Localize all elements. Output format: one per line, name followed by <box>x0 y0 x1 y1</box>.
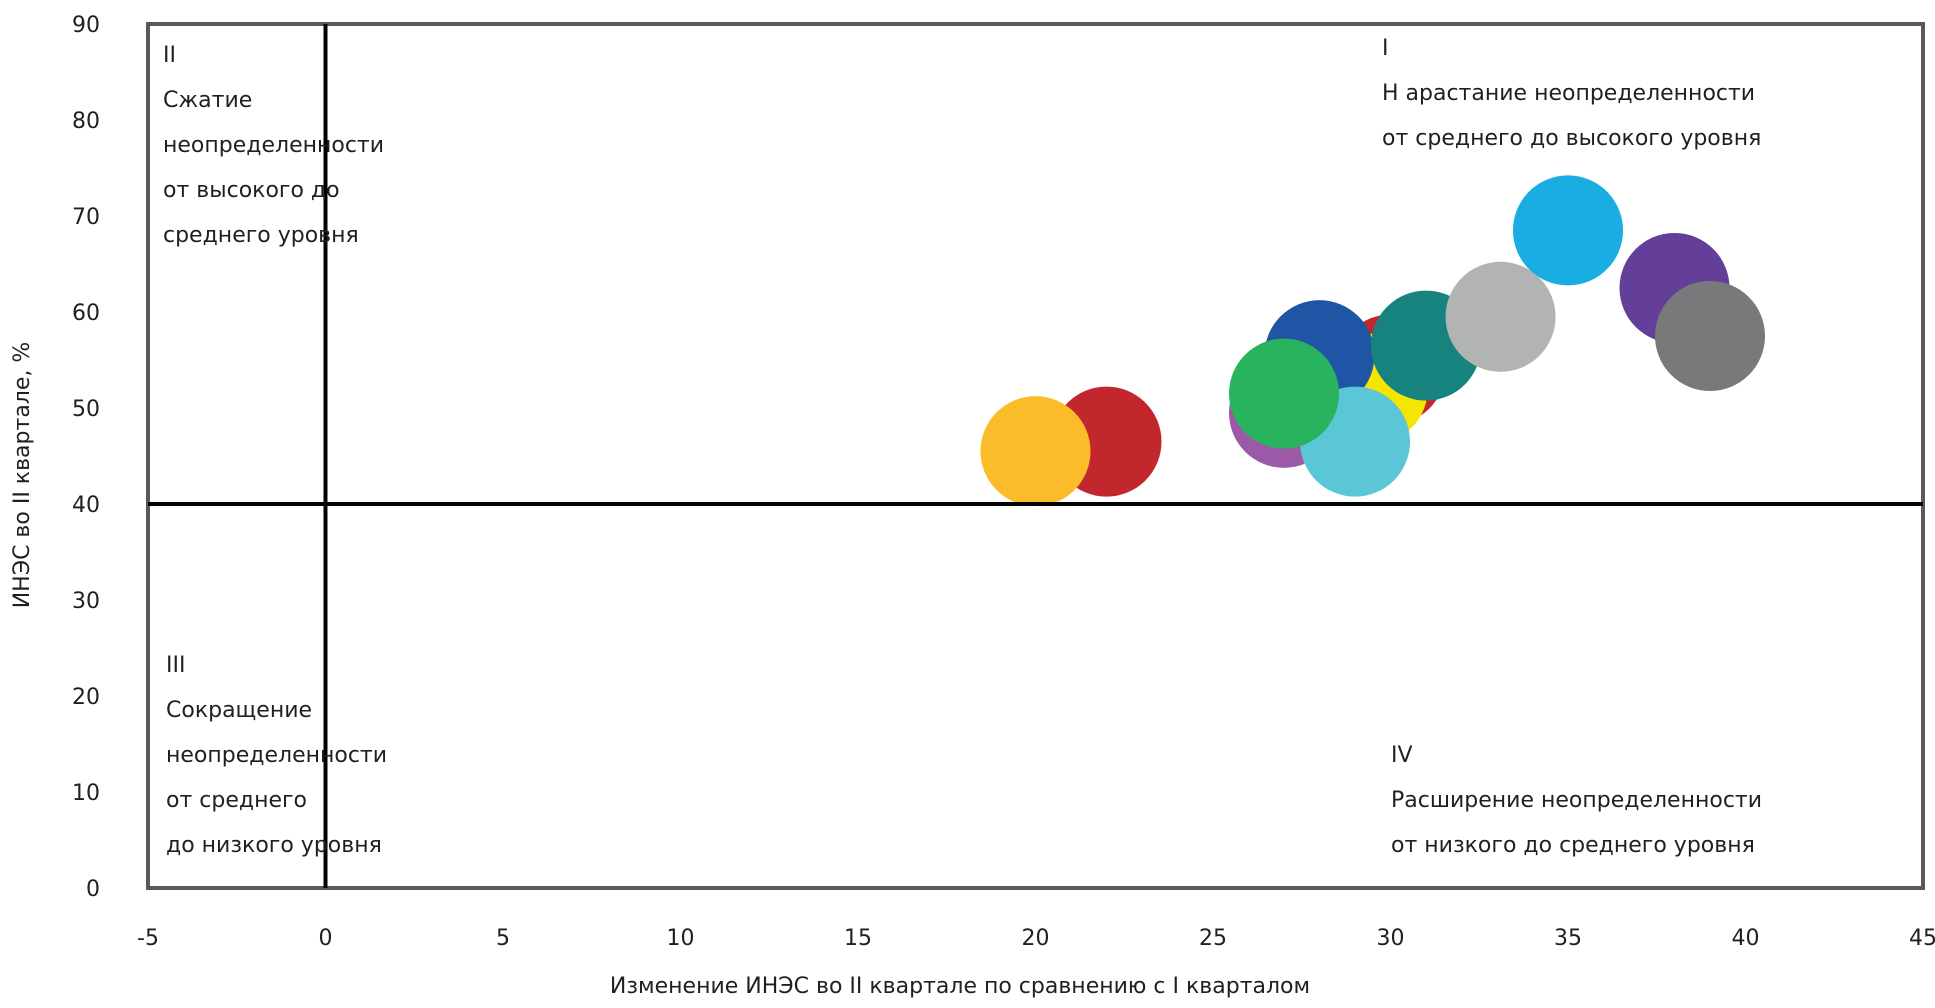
y-tick-label: 60 <box>72 301 100 326</box>
x-tick-label: 35 <box>1554 926 1582 951</box>
x-tick-label: 15 <box>844 926 872 951</box>
y-tick-label: 90 <box>72 13 100 38</box>
quadrant-text-line: Сокращение <box>166 698 312 723</box>
data-point-13 <box>1654 280 1766 392</box>
quadrant-text-line: от среднего <box>166 788 307 813</box>
x-tick-label: 10 <box>667 926 695 951</box>
quadrant-text-line: неопределенности <box>166 743 387 768</box>
quadrant-text-line: неопределенности <box>163 133 384 158</box>
data-point-11 <box>1512 175 1624 286</box>
y-tick-label: 80 <box>72 109 100 134</box>
quadrant-text-line: Сжатие <box>163 88 252 113</box>
y-tick-label: 10 <box>72 781 100 806</box>
x-tick-label: 30 <box>1377 926 1405 951</box>
quadrant-text-line: от высокого до <box>163 178 340 203</box>
x-axis-tick-labels: -5 0 5 10 15 20 25 30 35 40 45 <box>137 926 1935 951</box>
x-tick-label: -5 <box>137 926 159 951</box>
x-tick-label: 20 <box>1022 926 1050 951</box>
quadrant-text-line: II <box>163 43 176 68</box>
quadrant-text-line: от низкого до среднего уровня <box>1391 833 1755 858</box>
quadrant-1-annotation: I Н арастание неопределенности от среднего… <box>1382 36 1761 151</box>
quadrant-text-line: IV <box>1391 743 1413 768</box>
quadrant-text-line: среднего уровня <box>163 223 359 248</box>
quadrant-text-line: от среднего до высокого уровня <box>1382 126 1761 151</box>
y-tick-label: 50 <box>72 397 100 422</box>
x-tick-label: 40 <box>1732 926 1760 951</box>
data-point-2 <box>980 396 1091 507</box>
quadrant-4-annotation: IV Расширение неопределенности от низкого … <box>1391 743 1762 858</box>
x-tick-label: 5 <box>496 926 510 951</box>
y-tick-label: 70 <box>72 205 100 230</box>
y-axis-tick-labels: 0 10 20 30 40 50 60 70 80 90 <box>72 13 100 902</box>
y-tick-label: 40 <box>72 493 100 518</box>
quadrant-text-line: до низкого уровня <box>166 833 382 858</box>
x-tick-label: 0 <box>319 926 333 951</box>
quadrant-text-line: I <box>1382 36 1389 61</box>
quadrant-text-line: Н арастание неопределенности <box>1382 81 1755 106</box>
quadrant-3-annotation: III Сокращение неопределенности от среднего… <box>166 653 387 858</box>
data-point-8 <box>1228 338 1340 449</box>
y-tick-label: 0 <box>86 877 100 902</box>
y-tick-label: 20 <box>72 685 100 710</box>
data-point-10 <box>1445 261 1556 372</box>
y-tick-label: 30 <box>72 589 100 614</box>
quadrant-2-annotation: II Сжатие неопределенности от высокого до ср… <box>163 43 384 248</box>
x-tick-label: 45 <box>1909 926 1935 951</box>
y-axis-title: ИНЭС во II квартале, % <box>10 342 35 609</box>
x-axis-title: Изменение ИНЭС во II квартале по сравнен… <box>610 974 1310 999</box>
points-layer <box>980 175 1766 507</box>
plot-area-frame <box>146 22 1925 890</box>
quadrant-text-line: Расширение неопределенности <box>1391 788 1762 813</box>
quadrant-text-line: III <box>166 653 185 678</box>
x-tick-label: 25 <box>1199 926 1227 951</box>
